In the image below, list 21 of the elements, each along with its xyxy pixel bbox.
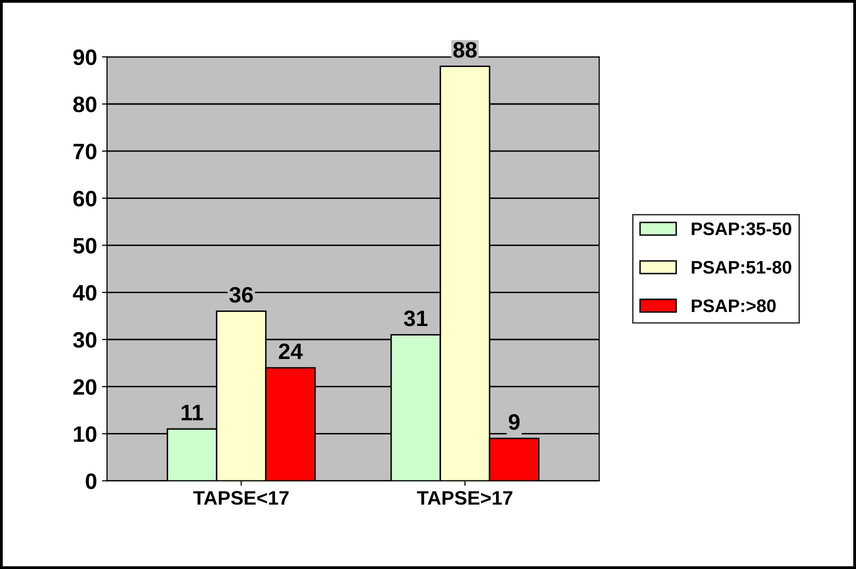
- y-tick-label: 30: [73, 332, 96, 348]
- data-label: 88: [453, 42, 477, 58]
- y-tick-label: 90: [73, 49, 96, 66]
- data-label: 36: [229, 286, 253, 303]
- y-tick-label: 10: [74, 426, 96, 442]
- y-tick-label: 20: [73, 379, 96, 395]
- data-label: 24: [278, 343, 303, 359]
- x-tick-label: TAPSE>17: [416, 491, 512, 505]
- y-tick-label: 0: [86, 473, 96, 490]
- legend-label: PSAP:51-80: [692, 260, 792, 274]
- y-tick-label: 60: [73, 190, 96, 206]
- y-tick-label: 50: [73, 238, 96, 254]
- data-label: 9: [508, 414, 520, 430]
- data-label: 11: [182, 404, 204, 420]
- legend-label: PSAP:>80: [692, 299, 776, 312]
- y-tick-label: 40: [72, 284, 96, 301]
- legend-label: PSAP:35-50: [692, 222, 792, 236]
- y-tick-label: 80: [73, 96, 96, 112]
- x-tick-label: TAPSE<17: [193, 491, 289, 505]
- data-label: 31: [404, 310, 428, 326]
- y-tick-label: 70: [74, 144, 96, 160]
